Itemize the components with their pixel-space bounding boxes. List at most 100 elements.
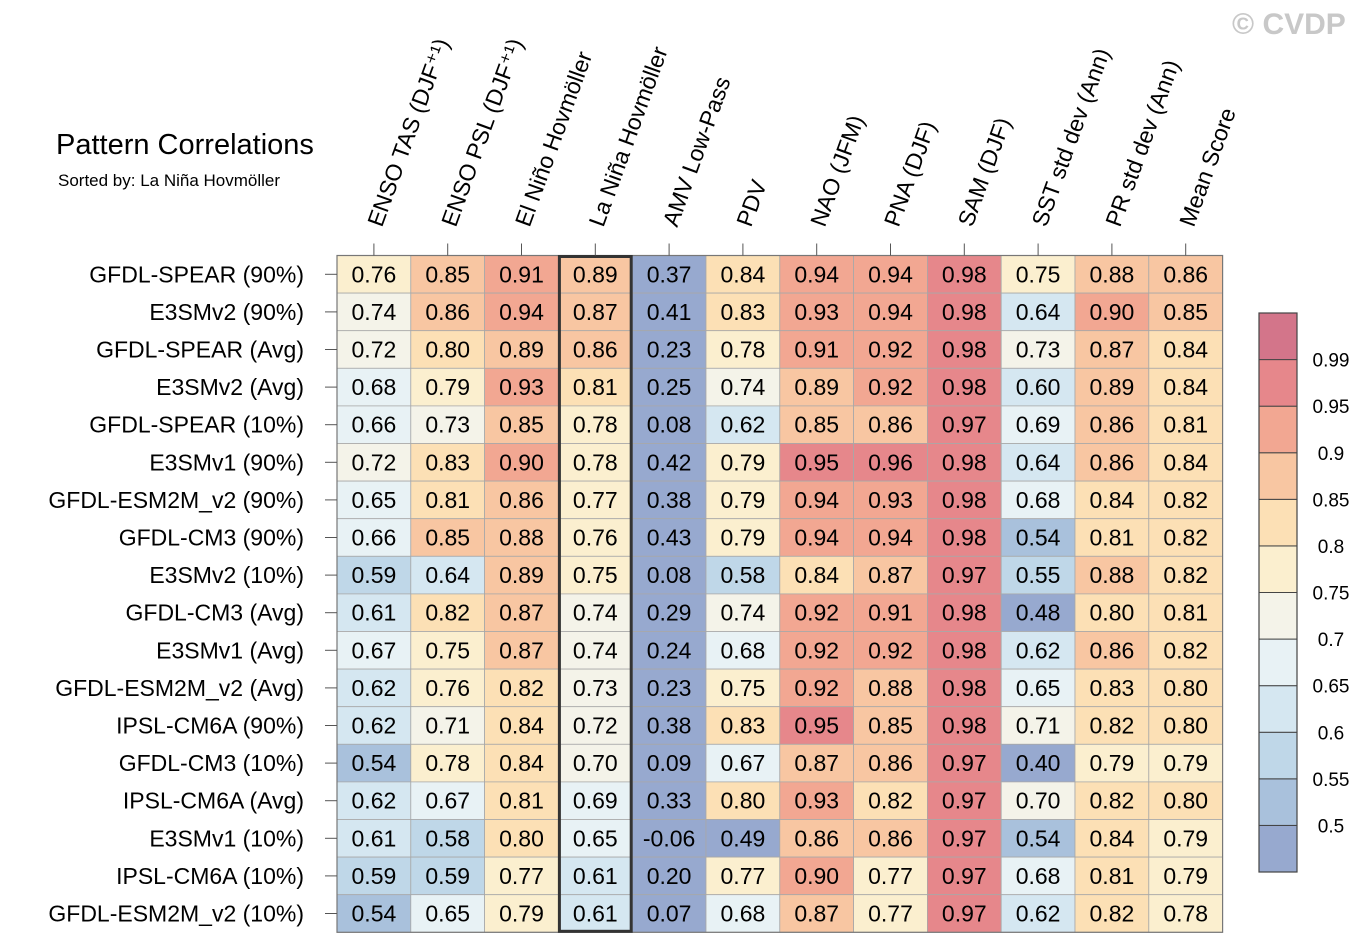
row-label-e3smv2-avg: E3SMv2 (Avg) — [156, 374, 304, 400]
cell-value-label: 0.61 — [573, 901, 618, 927]
heatmap-cell — [853, 443, 928, 482]
cell-value-label: 0.94 — [868, 261, 913, 287]
colorbar-swatch — [1258, 312, 1298, 361]
cell-value-label: 0.98 — [942, 374, 987, 400]
heatmap-cell — [1000, 480, 1076, 520]
heatmap-cell — [1000, 631, 1076, 670]
cell-value-label: 0.82 — [1090, 901, 1135, 927]
cell-value-label: 0.87 — [794, 750, 839, 776]
cell-value-label: 0.74 — [573, 600, 618, 626]
heatmap-cell — [410, 894, 485, 933]
cell-value-label: 0.65 — [352, 487, 397, 513]
cell-value-label: 0.87 — [794, 901, 839, 927]
cell-value-label: 0.94 — [868, 299, 913, 325]
row-label-e3smv1-avg: E3SMv1 (Avg) — [156, 637, 304, 663]
heatmap-cell — [779, 631, 854, 670]
heatmap-cell — [853, 706, 928, 745]
cell-value-label: 0.81 — [1163, 412, 1208, 438]
cell-value-label: 0.65 — [573, 825, 618, 851]
colorbar-tick-label: 0.99 — [1313, 351, 1350, 372]
heatmap-cell — [1148, 480, 1224, 520]
row-label-gfdl-cm3-90: GFDL-CM3 (90%) — [119, 525, 304, 551]
heatmap-cell — [336, 405, 412, 444]
heatmap-cell — [558, 894, 633, 933]
cell-value-label: 0.83 — [721, 713, 766, 739]
heatmap-cell — [705, 405, 781, 444]
colorbar-swatch — [1258, 592, 1298, 640]
cell-value-label: 0.87 — [573, 299, 618, 325]
cell-value-label: 0.86 — [868, 412, 913, 438]
column-label-amv-low-pass: AMV Low-Pass — [657, 73, 735, 230]
heatmap-cell — [558, 555, 633, 595]
cell-value-label: 0.73 — [425, 412, 470, 438]
heatmap-cell — [779, 819, 854, 858]
cell-value-label: 0.81 — [1090, 863, 1135, 889]
cell-value-label: 0.83 — [1090, 675, 1135, 701]
heatmap-cell — [779, 781, 854, 820]
column-labels: ENSO TAS (DJF⁺¹)ENSO PSL (DJF⁺¹)El Niño … — [362, 35, 1241, 256]
heatmap-cell — [1148, 706, 1224, 745]
heatmap-cell — [779, 367, 854, 407]
cell-value-label: 0.83 — [721, 299, 766, 325]
heatmap-cell — [705, 255, 781, 294]
heatmap-border — [336, 254, 1224, 933]
colorbar: 0.99 0.95 0.9 0.85 0.8 0.75 0.7 0.65 0.6 0.55 0.5 — [1258, 312, 1350, 873]
cell-value-label: 0.86 — [425, 299, 470, 325]
heatmap-cell — [558, 330, 633, 369]
heatmap-cell — [853, 743, 928, 783]
cell-value-label: 0.88 — [868, 675, 913, 701]
cell-value-label: 0.23 — [647, 337, 692, 363]
cell-value-label: 0.09 — [647, 750, 692, 776]
heatmap-cell — [410, 706, 485, 745]
cell-value-label: 0.98 — [942, 261, 987, 287]
cell-value-label: 0.97 — [942, 825, 987, 851]
cell-value-label: 0.62 — [1016, 637, 1061, 663]
heatmap-cell — [1074, 480, 1150, 520]
cell-value-label: 0.86 — [1090, 412, 1135, 438]
cell-value-label: 0.86 — [1163, 261, 1208, 287]
heatmap-cell — [705, 555, 781, 595]
cell-value-label: 0.85 — [1163, 299, 1208, 325]
cell-value-label: 0.82 — [499, 675, 544, 701]
heatmap-cell — [779, 593, 854, 632]
heatmap-cell — [927, 367, 1002, 407]
row-label-gfdl-esm2m-v2-10: GFDL-ESM2M_v2 (10%) — [48, 901, 304, 927]
cell-value-label: 0.80 — [1090, 600, 1135, 626]
colorbar-swatch — [1258, 452, 1298, 500]
row-label-e3smv1-10: E3SMv1 (10%) — [149, 825, 304, 851]
chart-title: Pattern Correlations — [56, 129, 314, 161]
heatmap-cell — [1000, 781, 1076, 820]
heatmap-cell — [484, 330, 559, 369]
cell-value-label: 0.90 — [499, 449, 544, 475]
colorbar-tick-label: 0.95 — [1313, 397, 1350, 418]
cell-value-label: 0.66 — [352, 525, 397, 551]
cell-value-label: 0.98 — [942, 600, 987, 626]
heatmap-cell — [1074, 593, 1150, 632]
heatmap-cell — [336, 631, 412, 670]
cell-value-label: -0.06 — [643, 825, 695, 851]
column-label-sam-djf: SAM (DJF) — [953, 114, 1016, 230]
heatmap-cell — [336, 443, 412, 482]
heatmap-cell — [853, 405, 928, 444]
cell-value-label: 0.58 — [425, 825, 470, 851]
heatmap-cell — [1000, 443, 1076, 482]
heatmap-cell — [484, 367, 559, 407]
heatmap-cell — [484, 706, 559, 745]
heatmap-cell — [558, 593, 633, 632]
cell-value-label: 0.78 — [573, 449, 618, 475]
cell-value-label: 0.80 — [721, 788, 766, 814]
cell-value-label: 0.91 — [868, 600, 913, 626]
heatmap-grid: 0.76 0.85 0.91 0.89 0.37 0.84 0.94 0.94 0.98 0.75… — [336, 254, 1224, 933]
cell-value-label: 0.70 — [573, 750, 618, 776]
colorbar-swatch — [1258, 638, 1298, 687]
cell-value-label: 0.82 — [1163, 525, 1208, 551]
heatmap-cell — [631, 743, 707, 783]
heatmap-cell — [1000, 856, 1076, 896]
cell-value-label: 0.80 — [499, 825, 544, 851]
heatmap-cell — [1148, 894, 1224, 933]
cell-value-label: 0.77 — [868, 863, 913, 889]
cell-value-label: 0.84 — [794, 562, 839, 588]
heatmap-cell — [1000, 706, 1076, 745]
cell-value-label: 0.60 — [1016, 374, 1061, 400]
